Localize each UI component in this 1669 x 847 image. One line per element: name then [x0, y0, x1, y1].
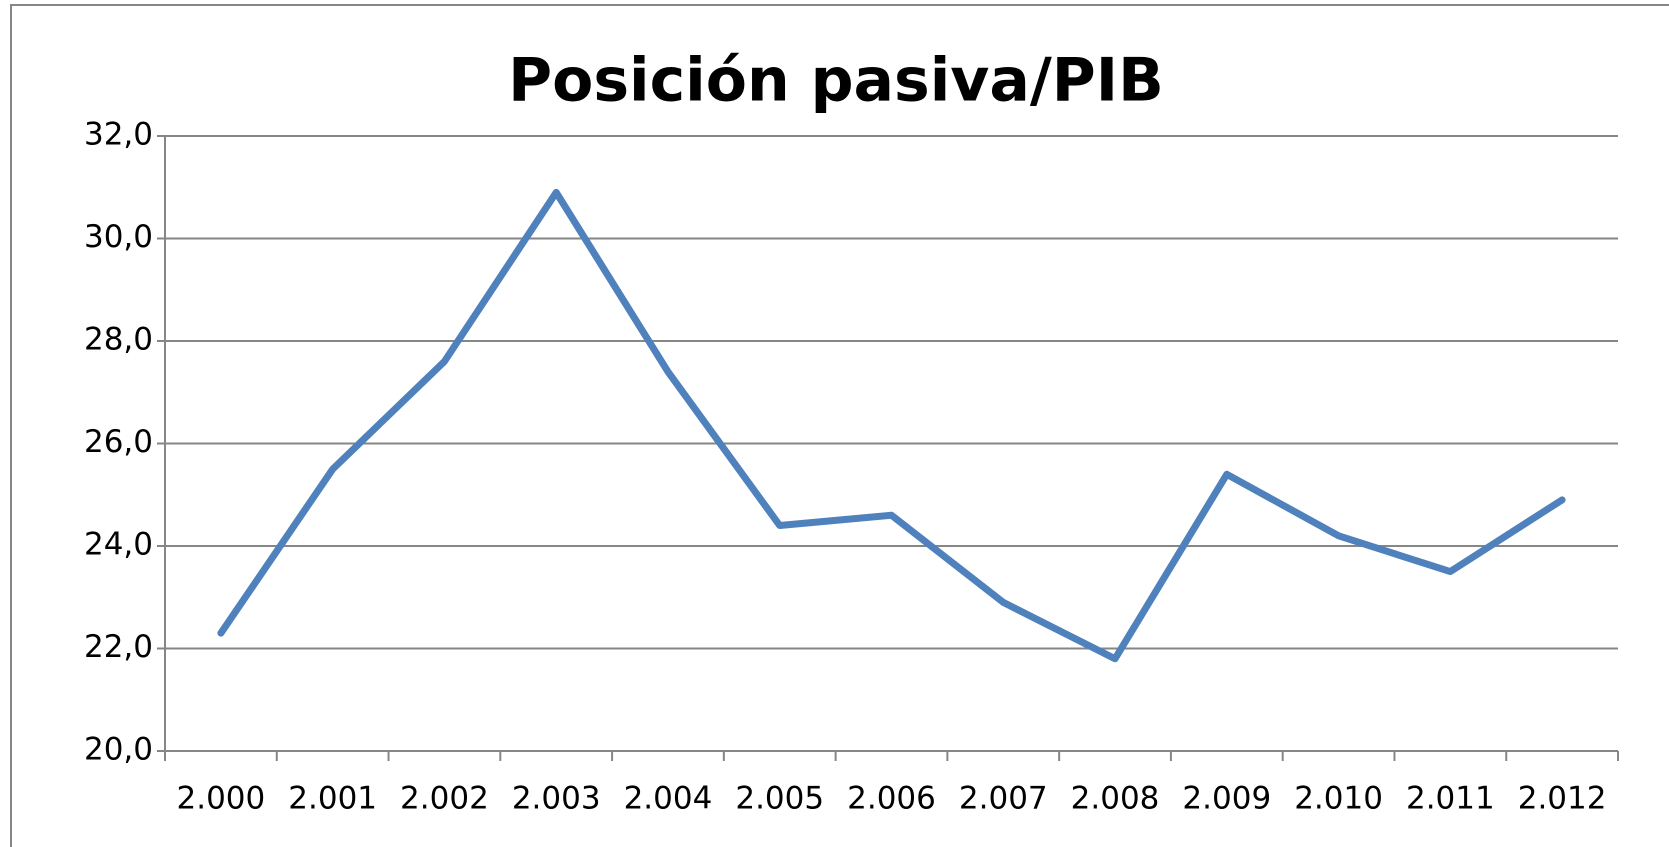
x-tick-label: 2.008: [1071, 781, 1160, 817]
x-tick-label: 2.001: [288, 781, 377, 817]
chart-frame: [10, 4, 1669, 847]
y-tick-label: 22,0: [84, 629, 153, 665]
x-tick-label: 2.003: [512, 781, 601, 817]
x-tick-label: 2.011: [1406, 781, 1495, 817]
y-tick-label: 28,0: [84, 322, 153, 358]
y-tick-label: 26,0: [84, 424, 153, 460]
x-tick-label: 2.005: [735, 781, 824, 817]
x-tick-label: 2.009: [1182, 781, 1271, 817]
y-tick-label: 30,0: [84, 219, 153, 255]
x-tick-label: 2.006: [847, 781, 936, 817]
y-tick-label: 32,0: [84, 117, 153, 153]
x-tick-label: 2.012: [1518, 781, 1607, 817]
y-tick-label: 24,0: [84, 527, 153, 563]
x-tick-label: 2.007: [959, 781, 1048, 817]
x-tick-label: 2.010: [1294, 781, 1383, 817]
chart-title: Posición pasiva/PIB: [508, 46, 1164, 116]
y-tick-label: 20,0: [84, 732, 153, 768]
x-tick-label: 2.002: [400, 781, 489, 817]
data-line: [217, 188, 1566, 663]
x-tick-label: 2.004: [624, 781, 713, 817]
x-tick-label: 2.000: [177, 781, 266, 817]
